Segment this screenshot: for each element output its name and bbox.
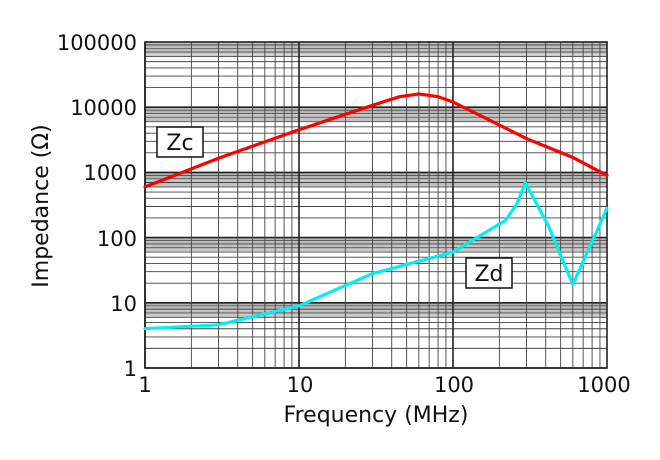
y-tick-label: 100 [97, 227, 137, 251]
zd-label-box [465, 257, 513, 289]
series-line-zd [143, 181, 609, 331]
series-lines [143, 92, 609, 331]
series-labels: Zc Zd [156, 126, 513, 289]
y-tick-label: 100000 [57, 31, 137, 55]
y-tick-label: 10 [110, 292, 137, 316]
y-tick-label: 1 [124, 357, 137, 381]
series-line-zc [143, 92, 609, 189]
x-axis-label: Frequency (MHz) [284, 403, 469, 428]
y-tick-label: 1000 [84, 161, 137, 185]
x-tick-label: 1000 [577, 373, 630, 397]
grid [144, 41, 608, 369]
zc-label-box [156, 126, 204, 158]
y-axis-label: Impedance (Ω) [29, 124, 54, 287]
zd-label: Zd [474, 262, 503, 287]
plot-frame [144, 41, 608, 369]
x-tick-label: 100 [434, 373, 474, 397]
x-tick-label: 10 [287, 373, 314, 397]
tick-labels: 1 10 100 1000 10000 100000 1 10 100 1000 [57, 31, 631, 397]
zc-label: Zc [166, 131, 193, 156]
x-tick-label: 1 [138, 373, 151, 397]
y-tick-label: 10000 [70, 96, 137, 120]
